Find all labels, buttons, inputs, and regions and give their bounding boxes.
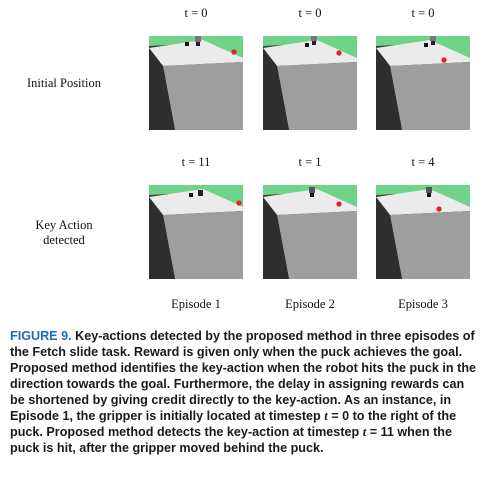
timestep-label-r2-c3: t = 4 [411,155,435,169]
timestep-label-r1-c3: t = 0 [411,6,435,20]
episode-label-1: Episode 1 [171,297,221,311]
figure-caption: FIGURE 9. Key-actions detected by the pr… [10,328,478,456]
frame-r1-c2 [263,36,357,130]
frame-r2-c1 [149,185,243,279]
row-label-initial-position: Initial Position [27,76,101,90]
timestep-label-r1-c1: t = 0 [184,6,208,20]
frame-r2-c2 [263,185,357,279]
row-label-key-action-line1: Key Action [35,218,93,232]
caption-text-3: = 11 when the puck is hit, after the gri… [10,425,452,455]
episode-label-2: Episode 2 [285,297,335,311]
timestep-label-r2-c1: t = 11 [181,155,211,169]
caption-math-t1: t [324,409,328,423]
row-label-key-action-line2: detected [43,233,85,247]
timestep-label-r1-c2: t = 0 [298,6,322,20]
caption-math-t2: t [362,425,367,439]
episode-label-3: Episode 3 [398,297,448,311]
frame-r1-c3 [376,36,470,130]
row-label-key-action: Key Action detected [14,218,114,248]
frame-r1-c1 [149,36,243,130]
figure-number: FIGURE 9. [10,329,72,343]
frame-r2-c3 [376,185,470,279]
caption-text-2: = 0 to the right of the puck. Proposed m… [10,409,457,439]
timestep-label-r2-c2: t = 1 [298,155,322,169]
caption-text-1: Key-actions detected by the proposed met… [10,329,477,423]
